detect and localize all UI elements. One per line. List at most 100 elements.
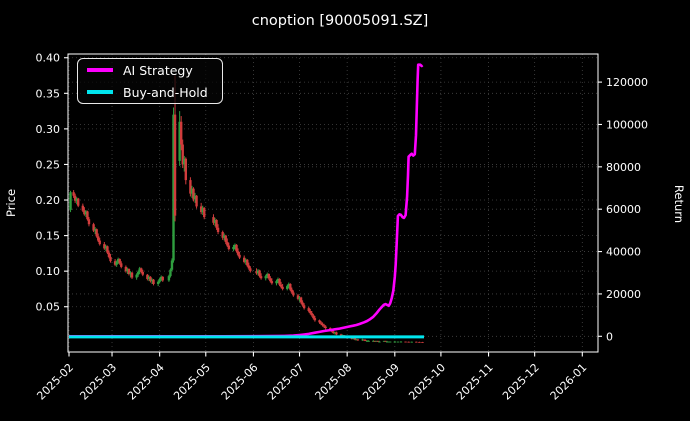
candle-body <box>178 121 181 161</box>
candle-body <box>244 259 247 262</box>
candle-body <box>215 219 218 228</box>
candle-body <box>77 198 80 206</box>
candle-body <box>387 341 390 343</box>
candle-body <box>318 320 321 323</box>
candle-body <box>92 224 95 231</box>
legend-item-buy-and-hold: Buy-and-Hold <box>78 83 222 101</box>
price-tick-label: 0.35 <box>36 87 61 100</box>
price-tick-label: 0.20 <box>36 194 61 207</box>
candle-body <box>364 340 367 342</box>
candle-body <box>238 254 241 258</box>
candle-body <box>127 269 131 275</box>
axes-spines <box>67 53 599 353</box>
candle-body <box>124 266 128 272</box>
candle-body <box>224 235 227 242</box>
candle-body <box>184 158 187 181</box>
candle-body <box>376 340 380 342</box>
return-tick-label: 100000 <box>606 118 648 131</box>
candle-body <box>278 278 281 285</box>
chart-title: cnoption [90005091.SZ] <box>252 13 429 29</box>
candle-body <box>384 340 387 342</box>
plot-border <box>67 53 599 353</box>
candle-body <box>146 274 149 279</box>
candle-body <box>113 261 117 265</box>
candle-body <box>322 325 326 327</box>
candle-body <box>242 257 246 262</box>
candle-body <box>130 272 134 278</box>
candle-body <box>310 313 314 316</box>
candle-body <box>281 286 284 289</box>
candle-body <box>120 263 123 267</box>
candle-body <box>393 341 397 343</box>
candle-body <box>372 340 375 342</box>
candle-body <box>356 339 360 341</box>
candle-body <box>313 318 317 321</box>
candle-body <box>103 244 106 249</box>
candle-body <box>156 281 160 284</box>
candle-body <box>407 341 410 343</box>
candle-body <box>421 342 424 343</box>
candle-body <box>192 188 195 200</box>
candle-body <box>373 340 377 342</box>
line-series <box>69 63 424 339</box>
candle-body <box>199 206 203 213</box>
candle-body <box>72 192 75 196</box>
candle-body <box>385 341 389 343</box>
candle-body <box>193 195 197 200</box>
candle-body <box>399 341 403 343</box>
price-tick-label: 0.25 <box>36 158 61 171</box>
candle-body <box>201 207 204 213</box>
return-tick-label: 120000 <box>606 76 648 89</box>
candle-body <box>95 229 98 237</box>
candle-body <box>388 341 392 343</box>
candle-body <box>378 341 381 343</box>
candle-body <box>226 241 229 246</box>
candle-body <box>307 308 310 311</box>
candle-body <box>290 289 294 293</box>
candle-body <box>87 219 91 225</box>
candle-body <box>396 341 400 343</box>
candle-body <box>321 323 324 326</box>
candle-body <box>138 268 141 272</box>
candle-body <box>298 297 301 299</box>
candle-body <box>353 338 357 340</box>
candle-body <box>213 219 217 223</box>
candle-body <box>256 270 260 274</box>
candle-body <box>355 339 358 341</box>
candle-body <box>69 192 72 210</box>
candle-body <box>292 292 295 296</box>
candle-body <box>172 114 175 261</box>
candle-body <box>152 279 155 284</box>
price-tick-label: 0.30 <box>36 123 61 136</box>
candle-body <box>181 144 184 165</box>
candle-body <box>246 259 249 266</box>
candle-body <box>418 341 421 343</box>
legend: AI Strategy Buy-and-Hold <box>77 58 223 104</box>
candle-body <box>149 276 152 282</box>
candle-body <box>161 276 164 281</box>
candle-body <box>109 256 112 262</box>
candle-body <box>233 244 237 247</box>
legend-line-swatch <box>87 68 113 72</box>
gridlines <box>68 54 598 352</box>
candle-body <box>81 205 85 211</box>
candle-body <box>170 260 174 270</box>
candle-body <box>352 338 355 339</box>
return-tick-label: 80000 <box>606 161 641 174</box>
candle-body <box>173 114 177 216</box>
candle-body <box>126 269 129 272</box>
candle-body <box>227 245 231 250</box>
candle-body <box>96 236 100 241</box>
candle-body <box>235 244 238 252</box>
candle-body <box>350 338 353 339</box>
candle-body <box>147 276 151 279</box>
return-tick-label: 40000 <box>606 246 641 259</box>
candle-body <box>236 251 240 255</box>
candle-body <box>279 284 283 287</box>
candle-body <box>179 121 183 145</box>
legend-item-ai-strategy: AI Strategy <box>78 61 222 79</box>
candle-body <box>270 281 274 284</box>
candle-body <box>136 271 140 275</box>
candle-body <box>332 331 335 334</box>
